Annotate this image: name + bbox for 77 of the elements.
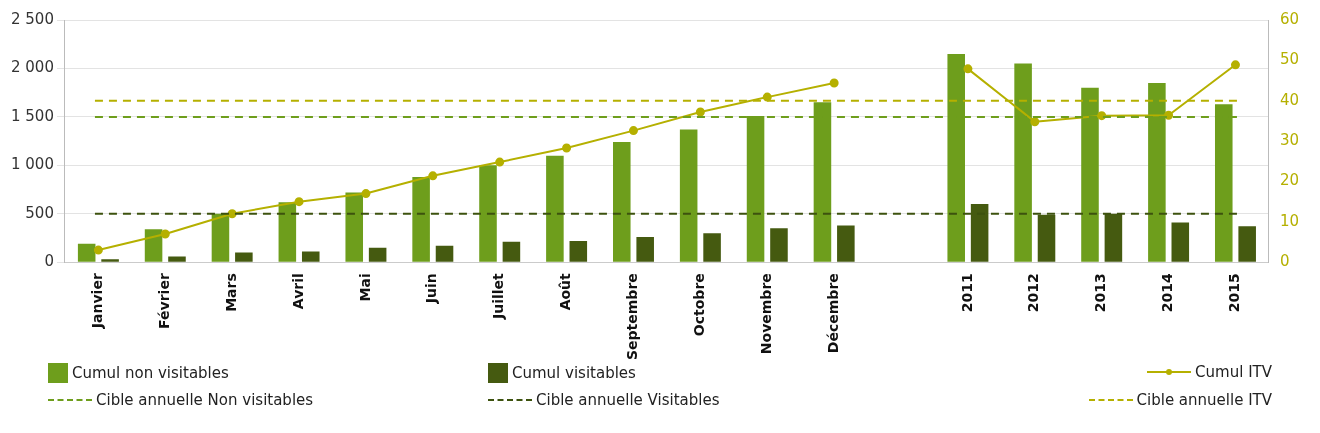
- legend-label: Cumul non visitables: [72, 364, 229, 382]
- bar: [77, 243, 96, 262]
- bar: [211, 213, 230, 262]
- y2-tick-label: 40: [1279, 90, 1300, 109]
- x-tick-label: 2011: [958, 273, 975, 313]
- y2-tick-label: 60: [1279, 9, 1300, 28]
- point: [93, 245, 103, 255]
- bar: [546, 155, 564, 262]
- x-tick-label: 2015: [1226, 273, 1243, 313]
- x-tick-label: 2013: [1092, 273, 1109, 313]
- point: [695, 107, 705, 117]
- point: [227, 209, 237, 219]
- bar: [613, 142, 631, 262]
- y-tick-label: 0: [44, 252, 54, 271]
- bar: [502, 241, 521, 262]
- bar: [435, 245, 454, 262]
- bar: [837, 225, 855, 262]
- y-tick-label: 2 000: [10, 58, 54, 77]
- x-tick-label: Août: [557, 272, 574, 311]
- bar: [278, 202, 297, 262]
- y-tick-label: 1 000: [10, 155, 54, 174]
- legend-label: Cible annuelle ITV: [1136, 391, 1272, 409]
- legend-label: Cible annuelle Non visitables: [96, 391, 314, 409]
- bar: [101, 259, 119, 262]
- point: [361, 189, 371, 199]
- point: [160, 229, 170, 239]
- x-tick-label: 2014: [1159, 272, 1176, 313]
- y2-tick-label: 30: [1279, 130, 1300, 149]
- x-tick-label: Octobre: [691, 273, 708, 337]
- legend-label: Cible annuelle Visitables: [536, 391, 720, 409]
- y-tick-label: 1 500: [10, 106, 54, 125]
- x-tick-label: Juillet: [490, 272, 507, 320]
- y2-tick-label: 20: [1279, 171, 1300, 190]
- point: [963, 64, 973, 74]
- x-tick-label: Juin: [423, 273, 440, 305]
- bar: [770, 228, 788, 262]
- bar: [703, 233, 721, 262]
- x-tick-label: Janvier: [89, 273, 106, 330]
- point: [628, 126, 638, 136]
- point: [1164, 110, 1174, 120]
- bar: [1171, 222, 1190, 262]
- bar: [168, 256, 186, 262]
- bar: [345, 192, 364, 262]
- bar: [144, 229, 163, 262]
- point: [829, 78, 839, 88]
- x-tick-label: Mai: [356, 273, 373, 302]
- y2-tick-label: 0: [1279, 252, 1290, 271]
- x-tick-label: Mars: [222, 273, 239, 312]
- bar: [368, 247, 387, 262]
- y-tick-label: 500: [25, 203, 54, 222]
- bar: [479, 165, 497, 262]
- y2-tick-label: 10: [1279, 211, 1300, 230]
- bar: [301, 251, 320, 262]
- bar: [412, 176, 430, 262]
- legend-label: Cumul ITV: [1195, 363, 1272, 381]
- x-tick-label: Décembre: [824, 273, 841, 354]
- legend-label: Cumul visitables: [512, 364, 636, 382]
- point: [428, 171, 438, 181]
- point: [1030, 117, 1040, 127]
- bar: [569, 240, 588, 262]
- x-tick-label: Février: [155, 273, 172, 329]
- bar: [235, 252, 253, 262]
- point: [294, 197, 304, 207]
- point: [1230, 60, 1240, 70]
- y-tick-label: 2 500: [10, 9, 54, 28]
- x-tick-label: Novembre: [757, 273, 774, 355]
- x-tick-label: 2012: [1025, 273, 1042, 313]
- point: [1097, 111, 1107, 121]
- bar: [1238, 226, 1256, 262]
- x-tick-label: Avril: [289, 273, 306, 310]
- x-tick-label: Septembre: [624, 273, 641, 360]
- bar: [679, 129, 698, 262]
- point: [495, 157, 505, 167]
- point: [762, 92, 772, 102]
- y2-tick-label: 50: [1279, 50, 1300, 69]
- bar: [636, 237, 654, 262]
- point: [562, 143, 572, 153]
